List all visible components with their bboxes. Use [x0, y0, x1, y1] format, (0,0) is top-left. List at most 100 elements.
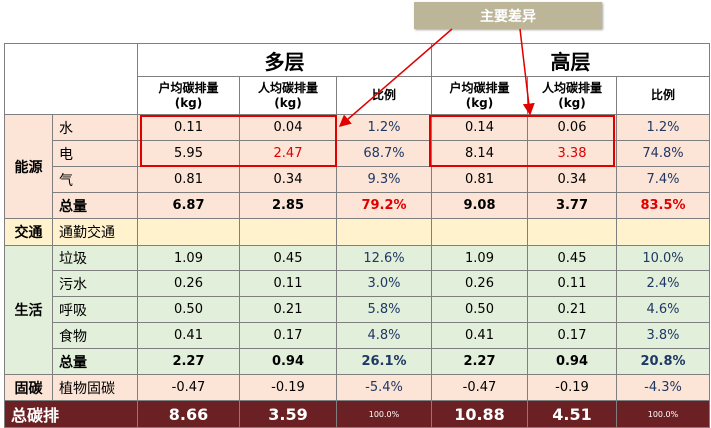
cell: 0.21 [527, 296, 617, 323]
cell: 0.41 [137, 322, 240, 349]
row-label-grand-total: 总碳排 [4, 400, 138, 428]
cell: 0.50 [431, 296, 528, 323]
cell: 1.09 [137, 245, 240, 271]
cell: 0.45 [239, 245, 337, 271]
table-row-commute: 交通 通勤交通 [4, 218, 710, 246]
row-label: 总量 [52, 192, 138, 219]
cell: 6.87 [137, 192, 240, 219]
cell: 0.11 [137, 114, 240, 141]
cell-highlight: 4.51 [527, 400, 617, 428]
table-row-sewage: 污水 0.26 0.11 3.0% 0.26 0.11 2.4% [4, 270, 710, 297]
cell-ratio: 2.4% [616, 270, 710, 297]
cell: 0.26 [137, 270, 240, 297]
cell: 0.94 [239, 348, 337, 375]
cell-ratio: 1.2% [616, 114, 710, 141]
cell: 2.27 [137, 348, 240, 375]
cell: 2.27 [431, 348, 528, 375]
cell-ratio: 5.8% [336, 296, 432, 323]
row-label: 垃圾 [52, 245, 138, 271]
cell: 8.14 [431, 140, 528, 167]
cell-ratio: 1.2% [336, 114, 432, 141]
category-traffic: 交通 [4, 218, 53, 246]
category-life: 生活 [4, 245, 53, 375]
header-multi-storey: 多层 [137, 43, 432, 77]
header-ratio-1: 比例 [336, 76, 432, 115]
row-label: 总量 [52, 348, 138, 375]
cell: -0.19 [527, 374, 617, 401]
cell-ratio: 9.3% [336, 166, 432, 193]
cell-ratio: 74.8% [616, 140, 710, 167]
cell: 2.85 [239, 192, 337, 219]
cell: 0.14 [431, 114, 528, 141]
cell-ratio: 26.1% [336, 348, 432, 375]
cell-ratio: 12.6% [336, 245, 432, 271]
cell: 0.41 [431, 322, 528, 349]
callout-main-difference: 主要差异 [414, 2, 602, 29]
cell [431, 218, 528, 246]
cell [616, 218, 710, 246]
cell: 0.17 [239, 322, 337, 349]
row-label: 污水 [52, 270, 138, 297]
cell: 0.26 [431, 270, 528, 297]
cell: 9.08 [431, 192, 528, 219]
cell: 3.77 [527, 192, 617, 219]
cell: 0.11 [527, 270, 617, 297]
cell [137, 218, 240, 246]
row-label: 水 [52, 114, 138, 141]
row-label: 电 [52, 140, 138, 167]
header-household-2: 户均碳排量 (kg) [431, 76, 528, 115]
cell-highlight: 3.38 [527, 140, 617, 167]
cell: 0.34 [527, 166, 617, 193]
table-row-food: 食物 0.41 0.17 4.8% 0.41 0.17 3.8% [4, 322, 710, 349]
cell: 0.17 [527, 322, 617, 349]
carbon-emission-table: 多层 高层 户均碳排量 (kg) 人均碳排量 (kg) 比例 户均碳排量 (kg) 人… [4, 43, 710, 428]
table-row-energy-total: 总量 6.87 2.85 79.2% 9.08 3.77 83.5% [4, 192, 710, 219]
cell-ratio: 4.8% [336, 322, 432, 349]
category-sink: 固碳 [4, 374, 53, 401]
table-row-plant-sink: 固碳 植物固碳 -0.47 -0.19 -5.4% -0.47 -0.19 -4… [4, 374, 710, 401]
cell: 5.95 [137, 140, 240, 167]
cell: 0.45 [527, 245, 617, 271]
cell [527, 218, 617, 246]
cell [239, 218, 337, 246]
row-label: 食物 [52, 322, 138, 349]
cell-highlight: 2.47 [239, 140, 337, 167]
category-energy: 能源 [4, 114, 53, 219]
cell-ratio: 3.0% [336, 270, 432, 297]
cell-ratio: 10.0% [616, 245, 710, 271]
cell: 0.81 [431, 166, 528, 193]
cell: 0.11 [239, 270, 337, 297]
table-row-breathing: 呼吸 0.50 0.21 5.8% 0.50 0.21 4.6% [4, 296, 710, 323]
cell-ratio: 79.2% [336, 192, 432, 219]
cell-ratio: -5.4% [336, 374, 432, 401]
row-label: 呼吸 [52, 296, 138, 323]
cell: -0.19 [239, 374, 337, 401]
table-row-gas: 气 0.81 0.34 9.3% 0.81 0.34 7.4% [4, 166, 710, 193]
header-household-1: 户均碳排量 (kg) [137, 76, 240, 115]
cell: 0.81 [137, 166, 240, 193]
cell: 0.06 [527, 114, 617, 141]
cell-ratio: -4.3% [616, 374, 710, 401]
cell-ratio: 20.8% [616, 348, 710, 375]
cell-highlight: 3.59 [239, 400, 337, 428]
cell: -0.47 [137, 374, 240, 401]
cell: 8.66 [137, 400, 240, 428]
table-row-garbage: 生活 垃圾 1.09 0.45 12.6% 1.09 0.45 10.0% [4, 245, 710, 375]
cell-ratio: 4.6% [616, 296, 710, 323]
table-row-electricity: 电 5.95 2.47 68.7% 8.14 3.38 74.8% [4, 140, 710, 167]
cell: 0.50 [137, 296, 240, 323]
cell: 0.04 [239, 114, 337, 141]
cell: 1.09 [431, 245, 528, 271]
cell-ratio: 3.8% [616, 322, 710, 349]
header-corner [4, 43, 138, 115]
row-label: 植物固碳 [52, 374, 138, 401]
cell-ratio: 68.7% [336, 140, 432, 167]
header-ratio-2: 比例 [616, 76, 710, 115]
cell-ratio: 100.0% [336, 400, 432, 428]
row-label: 通勤交通 [52, 218, 138, 246]
cell: 0.94 [527, 348, 617, 375]
cell: 0.21 [239, 296, 337, 323]
cell: -0.47 [431, 374, 528, 401]
table-row-life-total: 总量 2.27 0.94 26.1% 2.27 0.94 20.8% [4, 348, 710, 375]
cell: 10.88 [431, 400, 528, 428]
